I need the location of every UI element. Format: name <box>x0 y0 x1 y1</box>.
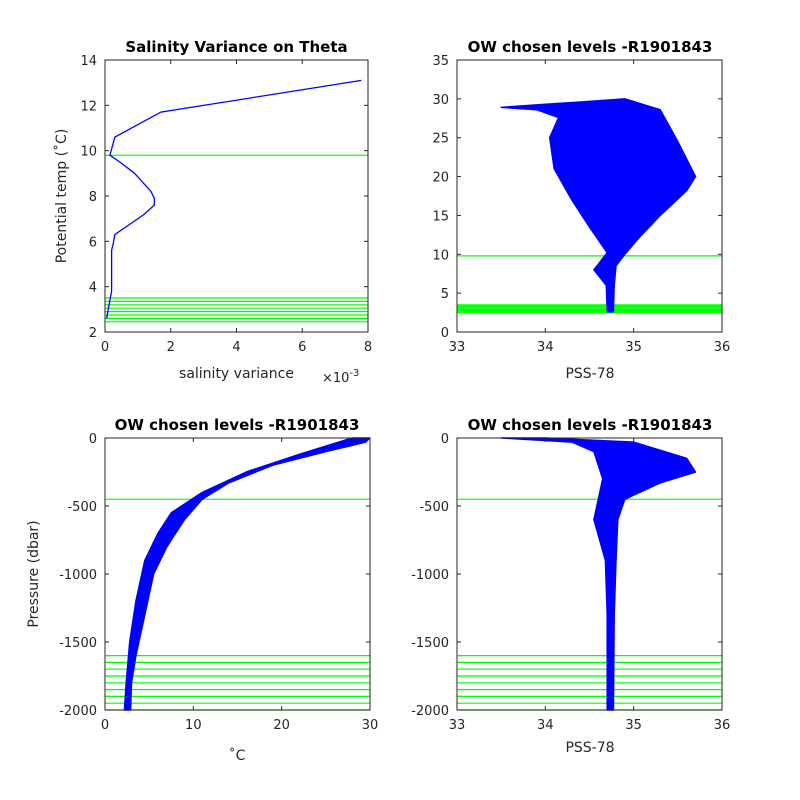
chart-title: Salinity Variance on Theta <box>125 38 347 56</box>
x-axis-label: ˚C <box>229 747 246 764</box>
x-tick-label-2: 20 <box>273 718 290 733</box>
y-tick-label-3: 8 <box>89 190 97 205</box>
y-tick-label-5: 12 <box>80 99 97 114</box>
x-tick-label-1: 10 <box>185 718 202 733</box>
y-tick-label-3: -500 <box>419 500 449 515</box>
y-axis-label: Pressure (dbar) <box>26 520 42 627</box>
x-tick-label-3: 36 <box>714 718 731 733</box>
x-tick-label-3: 6 <box>298 340 306 355</box>
y-tick-label-5: 25 <box>432 132 449 147</box>
y-tick-label-1: 5 <box>441 287 449 302</box>
x-axis-label: PSS-78 <box>565 740 614 756</box>
y-tick-label-4: 10 <box>80 145 97 160</box>
x-tick-label-1: 2 <box>167 340 175 355</box>
x-tick-label-1: 34 <box>537 718 554 733</box>
y-tick-label-3: 15 <box>432 209 449 224</box>
axes-frame <box>456 437 723 711</box>
x-axis-label: PSS-78 <box>565 366 614 382</box>
x-tick-label-4: 8 <box>364 340 372 355</box>
y-tick-label-4: 0 <box>89 432 97 447</box>
y-tick-label-4: 0 <box>441 432 449 447</box>
x-tick-label-3: 30 <box>362 718 379 733</box>
y-axis-label: Potential temp (˚C) <box>53 129 70 264</box>
x-tick-label-2: 4 <box>232 340 240 355</box>
x-tick-label-2: 35 <box>625 718 642 733</box>
y-tick-label-0: -2000 <box>59 704 97 719</box>
x-tick-label-0: 33 <box>449 718 466 733</box>
axes-frame <box>104 59 369 333</box>
axes-frame <box>104 437 371 711</box>
x-tick-label-0: 33 <box>449 340 466 355</box>
x-tick-label-0: 0 <box>101 340 109 355</box>
chart-title: OW chosen levels -R1901843 <box>468 416 713 434</box>
y-tick-label-1: 4 <box>89 281 97 296</box>
y-tick-label-7: 35 <box>432 54 449 69</box>
x-tick-label-2: 35 <box>625 340 642 355</box>
y-tick-label-3: -500 <box>67 500 97 515</box>
profile-envelope <box>500 98 697 313</box>
y-tick-label-6: 14 <box>80 54 97 69</box>
y-tick-label-2: -1000 <box>59 568 97 583</box>
panel-theta-salinity: 33 34 35 36 0 5 10 15 20 25 30 35 OW chosen levels … <box>432 38 730 382</box>
y-tick-label-0: 0 <box>441 326 449 341</box>
x-tick-label-1: 34 <box>537 340 554 355</box>
y-tick-label-2: 6 <box>89 235 97 250</box>
axes-box <box>104 59 369 333</box>
y-tick-label-6: 30 <box>432 93 449 108</box>
x-axis-label: salinity variance <box>179 366 294 382</box>
x-tick-label-3: 36 <box>714 340 731 355</box>
panel-pressure-temperature: 0 10 20 30 -2000 -1500 -1000 -500 0 OW chosen le… <box>26 416 378 764</box>
chart-title: OW chosen levels -R1901843 <box>115 416 360 434</box>
chart-title: OW chosen levels -R1901843 <box>468 38 713 56</box>
x-tick-label-0: 0 <box>101 718 109 733</box>
y-tick-label-0: 2 <box>89 326 97 341</box>
y-tick-label-2: -1000 <box>411 568 449 583</box>
series-line-0 <box>105 79 362 319</box>
y-tick-label-1: -1500 <box>411 636 449 651</box>
y-tick-label-2: 10 <box>432 248 449 263</box>
x-axis-exponent-power: -3 <box>349 368 359 379</box>
axes-frame <box>456 59 723 333</box>
y-tick-label-0: -2000 <box>411 704 449 719</box>
panel-pressure-salinity: 33 34 35 36 -2000 -1500 -1000 -500 0 OW chosen l… <box>411 416 730 756</box>
y-tick-label-4: 20 <box>432 171 449 186</box>
x-axis-exponent: ×10-3 <box>322 368 359 386</box>
y-tick-label-1: -1500 <box>59 636 97 651</box>
